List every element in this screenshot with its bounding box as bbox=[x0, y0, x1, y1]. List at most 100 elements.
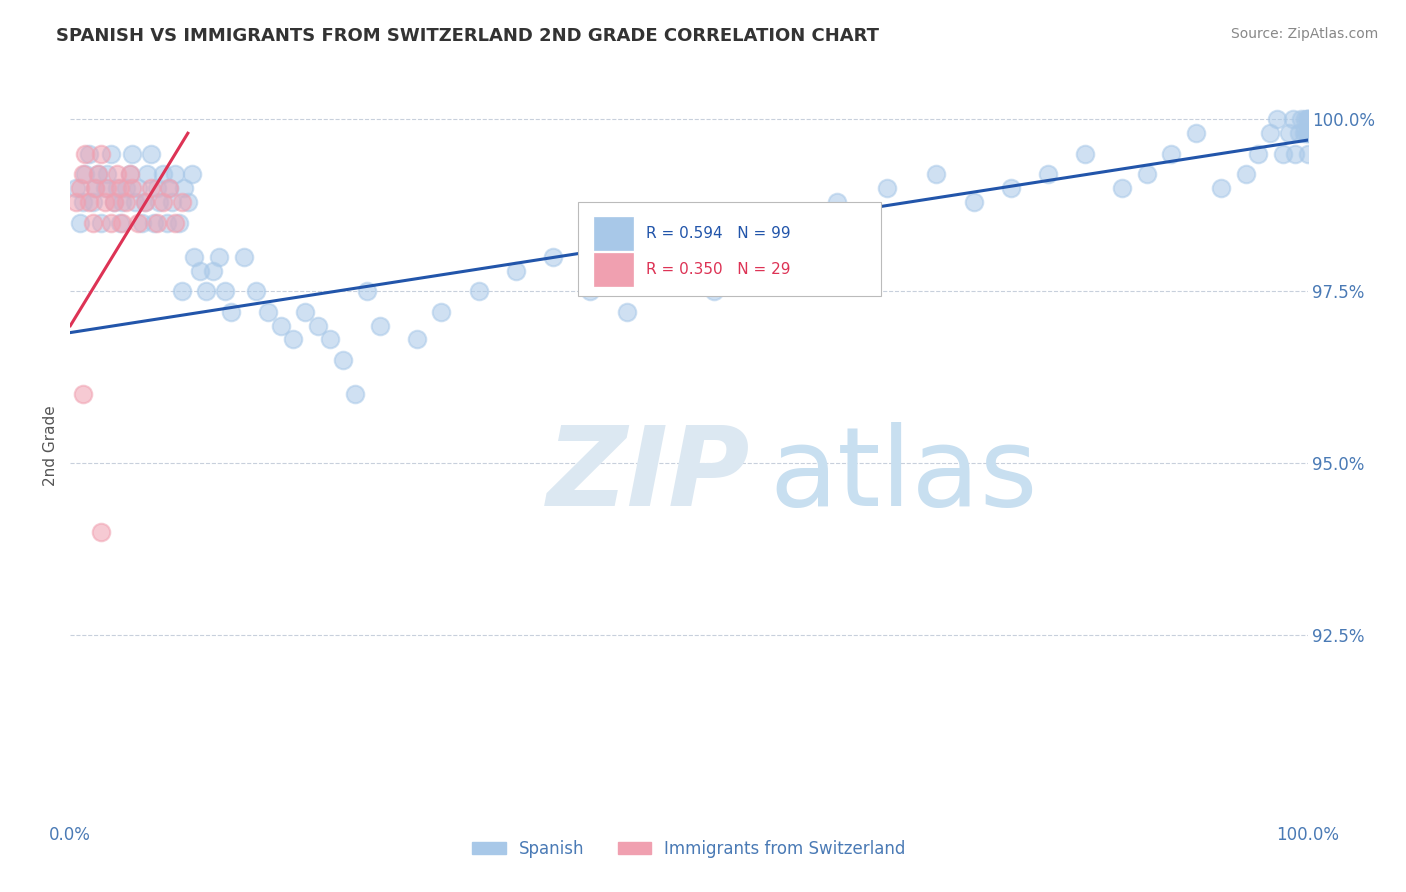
Point bbox=[90, 146, 112, 161]
Point bbox=[96, 181, 118, 195]
Legend: Spanish, Immigrants from Switzerland: Spanish, Immigrants from Switzerland bbox=[465, 833, 912, 864]
Point bbox=[1036, 168, 1059, 182]
Point bbox=[103, 194, 125, 209]
Point bbox=[134, 194, 156, 209]
Point bbox=[90, 524, 112, 539]
Point bbox=[103, 194, 125, 209]
Point bbox=[94, 181, 117, 195]
Point bbox=[100, 216, 122, 230]
Point bbox=[165, 168, 187, 182]
Text: Source: ZipAtlas.com: Source: ZipAtlas.com bbox=[1230, 27, 1378, 41]
Point bbox=[332, 353, 354, 368]
Point bbox=[356, 285, 378, 299]
Point bbox=[1278, 126, 1301, 140]
Text: SPANISH VS IMMIGRANTS FROM SWITZERLAND 2ND GRADE CORRELATION CHART: SPANISH VS IMMIGRANTS FROM SWITZERLAND 2… bbox=[56, 27, 879, 45]
Point bbox=[188, 263, 211, 277]
Point bbox=[105, 181, 128, 195]
Point bbox=[165, 216, 187, 230]
Point bbox=[505, 263, 527, 277]
Point bbox=[1296, 126, 1319, 140]
Point bbox=[108, 181, 131, 195]
Point bbox=[75, 146, 97, 161]
Point bbox=[72, 387, 94, 401]
Point bbox=[127, 216, 149, 230]
Point bbox=[131, 216, 153, 230]
Point bbox=[75, 168, 97, 182]
Point bbox=[146, 216, 169, 230]
Point bbox=[579, 285, 602, 299]
Point bbox=[139, 146, 162, 161]
Point bbox=[430, 305, 453, 319]
Point bbox=[180, 168, 202, 182]
Point bbox=[1209, 181, 1232, 195]
Point bbox=[134, 194, 156, 209]
Point bbox=[319, 333, 342, 347]
Point bbox=[368, 318, 391, 333]
Point bbox=[139, 181, 162, 195]
Text: atlas: atlas bbox=[769, 423, 1038, 530]
Point bbox=[111, 216, 134, 230]
Point bbox=[925, 168, 948, 182]
Point bbox=[467, 285, 489, 299]
Point bbox=[72, 168, 94, 182]
Point bbox=[214, 285, 236, 299]
Point bbox=[245, 285, 267, 299]
Point bbox=[136, 168, 159, 182]
Point bbox=[1294, 112, 1316, 127]
Point bbox=[157, 181, 180, 195]
Point bbox=[962, 194, 984, 209]
Point bbox=[740, 250, 762, 264]
Point bbox=[201, 263, 224, 277]
Point bbox=[1136, 168, 1159, 182]
Point bbox=[124, 194, 146, 209]
Point bbox=[195, 285, 218, 299]
Point bbox=[541, 250, 564, 264]
Text: R = 0.350   N = 29: R = 0.350 N = 29 bbox=[645, 262, 790, 277]
Point bbox=[121, 181, 143, 195]
Point bbox=[157, 181, 180, 195]
Point bbox=[405, 333, 427, 347]
Point bbox=[65, 181, 87, 195]
Point bbox=[343, 387, 366, 401]
Point bbox=[1288, 126, 1310, 140]
Point bbox=[1185, 126, 1208, 140]
Point bbox=[84, 181, 107, 195]
Point bbox=[69, 216, 91, 230]
Point bbox=[105, 168, 128, 182]
Point bbox=[77, 146, 100, 161]
FancyBboxPatch shape bbox=[578, 202, 880, 296]
Point bbox=[208, 250, 231, 264]
Point bbox=[294, 305, 316, 319]
Point bbox=[115, 194, 138, 209]
Point bbox=[270, 318, 292, 333]
FancyBboxPatch shape bbox=[593, 218, 633, 251]
Point bbox=[776, 216, 799, 230]
Point bbox=[232, 250, 254, 264]
Point bbox=[167, 216, 190, 230]
Point bbox=[148, 194, 170, 209]
Point bbox=[1296, 112, 1319, 127]
Point bbox=[86, 168, 108, 182]
Point bbox=[82, 216, 104, 230]
Point bbox=[703, 285, 725, 299]
Point bbox=[1291, 112, 1313, 127]
Point bbox=[170, 285, 193, 299]
Point bbox=[82, 194, 104, 209]
Point bbox=[127, 181, 149, 195]
Point bbox=[1296, 112, 1319, 127]
Point bbox=[146, 181, 169, 195]
Point bbox=[173, 181, 195, 195]
Point bbox=[90, 216, 112, 230]
Point bbox=[1296, 126, 1319, 140]
Point bbox=[65, 194, 87, 209]
Point bbox=[1074, 146, 1097, 161]
Point bbox=[1000, 181, 1022, 195]
Point bbox=[616, 305, 638, 319]
Point bbox=[118, 168, 141, 182]
Point bbox=[152, 168, 174, 182]
Point bbox=[177, 194, 200, 209]
Point bbox=[96, 168, 118, 182]
Point bbox=[100, 146, 122, 161]
Point bbox=[1265, 112, 1288, 127]
Point bbox=[170, 194, 193, 209]
